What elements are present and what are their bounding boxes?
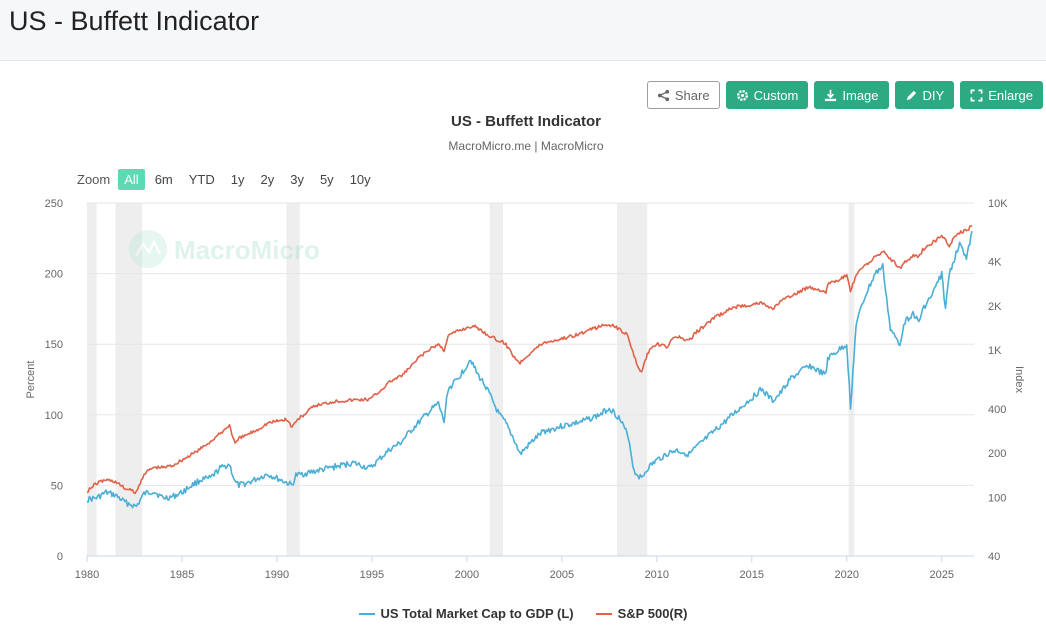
y-right-tick-label: 10K [988,198,1008,210]
x-tick-label: 1985 [170,569,194,581]
x-tick-label: 1990 [265,569,289,581]
y-left-tick-label: 100 [45,410,63,422]
chart-canvas[interactable]: MacroMicro 0 50 100 150 200 250 40 100 200 400 1K 2… [0,190,1046,600]
zoom-bar: Zoom All 6m YTD 1y 2y 3y 5y 10y [77,169,381,190]
custom-button[interactable]: Custom [725,81,809,109]
zoom-ytd-button[interactable]: YTD [188,172,215,187]
enlarge-button[interactable]: Enlarge [960,81,1043,109]
zoom-6m-button[interactable]: 6m [154,172,173,187]
zoom-1y-button[interactable]: 1y [230,172,245,187]
y-right-tick-label: 100 [988,492,1006,504]
custom-label: Custom [753,87,799,103]
diy-button[interactable]: DIY [894,81,955,109]
series-line-sp500 [86,225,973,495]
y-right-tick-label: 400 [988,404,1006,416]
x-tick-label: 2015 [740,569,764,581]
legend-swatch [358,612,375,615]
pencil-icon [905,89,918,102]
recession-band [616,203,648,556]
zoom-3y-button[interactable]: 3y [290,172,304,187]
zoom-label: Zoom [77,172,111,187]
y-left-tick-label: 250 [45,198,63,210]
recession-bands [87,203,855,556]
x-tick-label: 1995 [360,569,384,581]
chart-subtitle: MacroMicro.me | MacroMicro [448,139,604,153]
image-download-button[interactable]: Image [814,81,889,109]
y-left-tick-label: 150 [45,339,63,351]
chart-toolbar: Share Custom Image DIY Enlarge [646,81,1043,109]
legend-item-market-cap[interactable]: US Total Market Cap to GDP (L) [358,606,574,621]
recession-band [286,203,300,556]
chart-title: US - Buffett Indicator [451,113,601,130]
x-tick-label: 2005 [550,569,574,581]
zoom-5y-button[interactable]: 5y [319,172,334,187]
series-line-market-cap-to-gdp [87,230,973,509]
recession-band [489,203,503,556]
zoom-2y-button[interactable]: 2y [260,172,275,187]
y-right-axis-title: Index [1013,366,1025,393]
y-left-axis-title: Percent [25,361,37,399]
legend-label: US Total Market Cap to GDP (L) [380,606,574,621]
recession-band [87,203,97,556]
y-right-tick-label: 4K [988,257,1002,269]
legend-label: S&P 500(R) [617,606,688,621]
legend-swatch [595,612,612,615]
x-tick-label: 2010 [645,569,669,581]
series-lines [86,225,973,509]
share-label: Share [674,87,710,103]
x-tick-label: 2000 [455,569,479,581]
chart-legend: US Total Market Cap to GDP (L) S&P 500(R… [0,606,1046,621]
watermark-text: MacroMicro [174,235,320,265]
image-label: Image [842,87,879,103]
watermark-logo-mark [134,239,162,257]
x-tick-label: 1980 [75,569,99,581]
y-right-tick-label: 40 [988,551,1000,563]
legend-item-sp500[interactable]: S&P 500(R) [595,606,688,621]
diy-label: DIY [922,87,945,103]
page-header: US - Buffett Indicator [0,0,1046,61]
enlarge-label: Enlarge [988,87,1033,103]
recession-band [848,203,855,556]
share-icon [657,89,670,102]
download-icon [824,89,837,102]
y-left-tick-label: 50 [51,480,63,492]
expand-icon [970,89,983,102]
axes: 0 50 100 150 200 250 40 100 200 400 1K 2K 4K 10K 1980 1… [25,198,1025,581]
page-title: US - Buffett Indicator [9,6,260,36]
watermark: MacroMicro [129,230,320,268]
watermark-logo-icon [129,230,167,268]
gear-icon [736,89,749,102]
x-tick-label: 2020 [835,569,859,581]
share-button[interactable]: Share [646,81,720,109]
y-left-tick-label: 0 [57,551,63,563]
zoom-all-button[interactable]: All [118,169,145,190]
x-tick-label: 2025 [929,569,953,581]
y-right-tick-label: 2K [988,301,1002,313]
y-right-tick-label: 200 [988,448,1006,460]
zoom-10y-button[interactable]: 10y [349,172,371,187]
y-right-tick-label: 1K [988,345,1002,357]
y-left-tick-label: 200 [45,269,63,281]
